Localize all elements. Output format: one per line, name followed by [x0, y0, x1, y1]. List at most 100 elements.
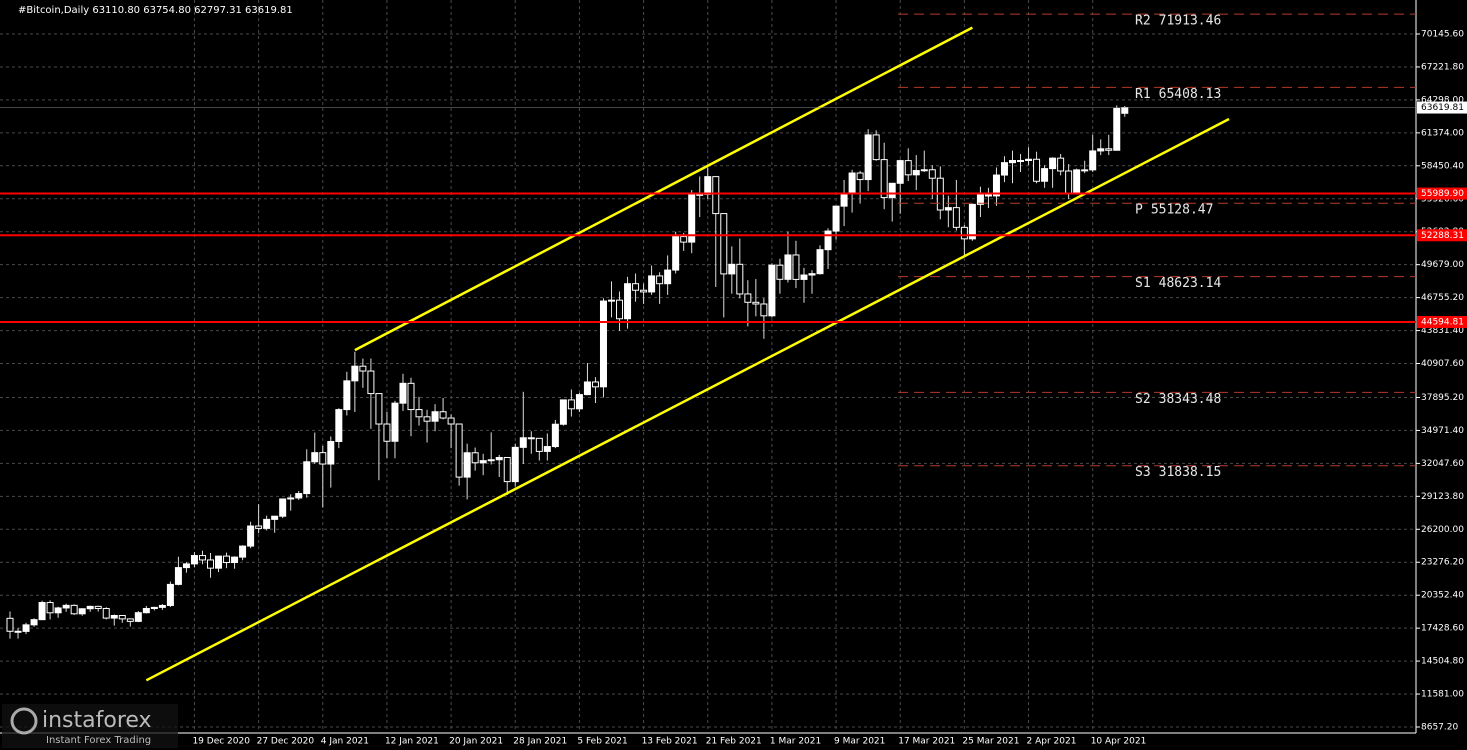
candle-body	[343, 380, 351, 411]
candle-body	[567, 399, 575, 410]
candle-body	[712, 176, 720, 215]
x-tick-label: 13 Feb 2021	[642, 737, 698, 747]
candle-body	[503, 456, 511, 483]
candle-body	[648, 275, 656, 293]
x-tick-label: 9 Mar 2021	[834, 737, 885, 747]
candle-body	[1009, 160, 1016, 164]
y-tick-label: 43831.40	[1421, 326, 1464, 336]
y-tick-label: 58450.40	[1421, 161, 1464, 171]
pivot-value: 38343.48	[1159, 392, 1222, 407]
candle-body	[6, 617, 14, 632]
level-label: 44594.81	[1421, 317, 1464, 327]
candle-body	[455, 423, 463, 478]
pivot-value: 65408.13	[1159, 87, 1222, 102]
candle-body	[1065, 170, 1073, 194]
candle-body	[848, 172, 856, 195]
pivot-name: R2	[1135, 14, 1151, 29]
pivot-value: 55128.47	[1151, 203, 1214, 218]
y-tick-label: 67221.80	[1421, 62, 1464, 72]
candle-body	[447, 417, 455, 425]
candle-body	[471, 452, 479, 464]
candle-body	[383, 423, 391, 442]
x-tick-label: 2 Apr 2021	[1027, 737, 1077, 747]
candle-body	[287, 497, 295, 500]
candle-body	[415, 409, 423, 418]
candle-body	[776, 264, 784, 280]
candle-body	[367, 370, 375, 395]
candle-body	[1089, 150, 1097, 171]
y-tick-label: 37895.20	[1421, 393, 1464, 403]
candle-body	[263, 518, 271, 529]
pivot-name: S3	[1135, 465, 1151, 480]
pivot-name: S1	[1135, 276, 1151, 291]
candle-body	[760, 303, 768, 317]
candle-body	[583, 381, 591, 396]
candle-body	[1097, 148, 1105, 152]
pivot-value: 48623.14	[1159, 276, 1222, 291]
candle-body	[319, 452, 327, 465]
candle-body	[535, 437, 543, 452]
x-tick-label: 1 Mar 2021	[770, 737, 821, 747]
candle-body	[808, 273, 816, 276]
y-tick-label: 61374.00	[1421, 128, 1464, 138]
x-tick-label: 21 Feb 2021	[706, 737, 762, 747]
y-tick-label: 64298.00	[1421, 95, 1464, 105]
watermark-brand: instaforex	[42, 708, 152, 733]
candle-body	[744, 293, 752, 303]
x-tick-label: 12 Jan 2021	[385, 737, 439, 747]
x-tick-label: 27 Dec 2020	[257, 737, 315, 747]
current-price-label: 63619.81	[1421, 103, 1464, 113]
candle-body	[944, 207, 952, 211]
x-tick-label: 5 Feb 2021	[577, 737, 627, 747]
candle-body	[126, 618, 134, 622]
candle-body	[1081, 169, 1089, 172]
candle-body	[463, 452, 471, 478]
pivot-value: 31838.15	[1159, 465, 1222, 480]
candle-body	[158, 604, 166, 608]
candle-body	[150, 606, 158, 610]
candle-body	[134, 612, 142, 622]
candle-body	[976, 194, 984, 205]
candle-body	[599, 300, 607, 388]
candle-body	[952, 207, 960, 228]
candle-body	[239, 545, 247, 558]
candle-body	[728, 263, 736, 275]
level-label: 55989.90	[1421, 189, 1464, 199]
watermark-logo	[10, 707, 38, 735]
y-tick-label: 46755.20	[1421, 293, 1464, 303]
candle-body	[62, 604, 70, 609]
candle-body	[1017, 160, 1025, 163]
candle-body	[391, 402, 399, 442]
candle-body	[22, 624, 30, 632]
candle-body	[1049, 157, 1057, 170]
candle-body	[856, 172, 864, 181]
candle-body	[198, 555, 206, 561]
candle-body	[94, 605, 102, 610]
x-tick-label: 20 Jan 2021	[449, 737, 503, 747]
candle-body	[311, 452, 319, 463]
chart-title: #Bitcoin,Daily 63110.80 63754.80 62797.3…	[18, 5, 293, 16]
watermark-tagline: Instant Forex Trading	[46, 735, 151, 746]
candle-body	[399, 382, 407, 404]
candle-body	[624, 283, 632, 320]
level-tag	[1417, 187, 1467, 200]
y-tick-label: 32047.60	[1421, 459, 1464, 469]
candle-body	[423, 416, 431, 422]
candle-body	[495, 456, 503, 461]
candle-body	[872, 134, 880, 161]
x-tick-label: 17 Mar 2021	[898, 737, 955, 747]
y-tick-label: 23276.20	[1421, 558, 1464, 568]
candle-body	[680, 236, 688, 243]
candle-body	[704, 176, 712, 195]
candle-body	[1121, 107, 1129, 114]
y-tick-label: 20352.40	[1421, 591, 1464, 601]
pivot-name: P	[1135, 203, 1143, 218]
candle-body	[920, 169, 928, 172]
candle-body	[672, 236, 680, 271]
current-price-tag	[1417, 101, 1467, 114]
candle-body	[271, 515, 279, 520]
candle-body	[591, 381, 599, 388]
candle-body	[215, 555, 223, 569]
y-tick-label: 26200.00	[1421, 525, 1464, 535]
